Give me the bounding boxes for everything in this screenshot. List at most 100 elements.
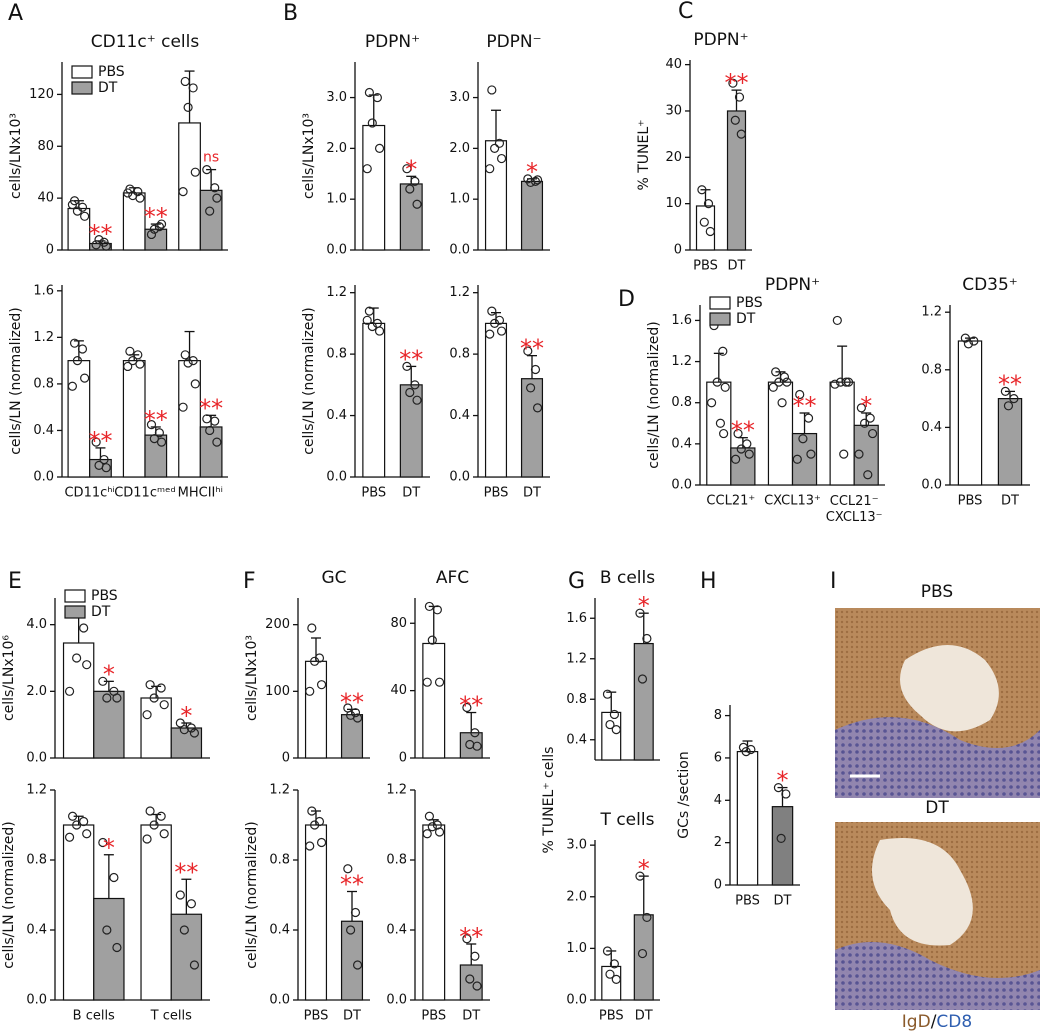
data-point: [736, 129, 746, 139]
y-tick-label: 1.2: [449, 285, 470, 300]
data-point: [310, 820, 320, 830]
data-point: [402, 361, 412, 372]
data-point: [123, 188, 133, 198]
y-tick-label: 0.4: [449, 408, 470, 423]
data-point: [128, 356, 138, 366]
data-point: [180, 76, 190, 87]
data-point: [427, 822, 437, 832]
data-point: [149, 693, 159, 703]
bar: [178, 122, 201, 251]
data-point: [159, 829, 169, 839]
y-tick-label: 3.0: [449, 90, 470, 105]
bar: [62, 642, 95, 759]
data-point: [80, 373, 90, 383]
data-point: [364, 87, 374, 98]
y-tick-label: 0.4: [671, 436, 692, 451]
x-tick-label: DT: [1001, 494, 1019, 509]
y-tick-label: 10: [665, 196, 682, 211]
data-point: [487, 85, 497, 95]
panel-label: A: [8, 1, 23, 26]
legend-label: DT: [736, 311, 756, 327]
significance-label: **: [459, 692, 483, 720]
data-point: [776, 833, 786, 844]
data-point: [99, 454, 109, 465]
legend-swatch: [64, 589, 86, 603]
y-tick-label: 1.6: [33, 283, 54, 298]
bar: [93, 690, 125, 759]
data-point: [210, 183, 220, 193]
data-point: [112, 693, 122, 703]
data-point: [410, 176, 420, 187]
data-point: [969, 336, 979, 346]
bar: [726, 110, 747, 251]
data-point: [742, 439, 752, 449]
data-point: [305, 686, 315, 696]
x-tick-line: CCL21⁻: [830, 494, 879, 509]
data-point: [67, 381, 78, 391]
data-point: [101, 241, 111, 251]
y-tick-label: 0.8: [33, 376, 54, 391]
data-point: [434, 677, 445, 687]
y-tick-label: 2.0: [26, 684, 47, 699]
bar: [67, 360, 91, 478]
y-axis-label: cells/LN (normalized): [8, 307, 24, 455]
data-point: [530, 364, 541, 375]
data-point: [307, 806, 317, 816]
data-point: [183, 102, 193, 112]
x-tick-label: CD11cʰⁱ: [64, 486, 114, 501]
micrograph-label: PBS: [921, 582, 953, 602]
data-point: [523, 346, 533, 356]
y-tick-label: 0.4: [33, 423, 54, 438]
data-point: [839, 449, 849, 459]
data-point: [730, 115, 740, 125]
error-bar: [837, 345, 848, 383]
error-bar: [184, 70, 195, 123]
legend-label: PBS: [736, 295, 763, 311]
data-point: [94, 235, 104, 245]
x-tick-label: PBS: [735, 894, 760, 909]
data-point: [605, 969, 615, 979]
bar: [144, 434, 168, 478]
significance-label: **: [998, 370, 1022, 398]
data-point: [189, 728, 200, 738]
data-point: [212, 437, 222, 447]
y-tick-label: 0.0: [33, 470, 54, 485]
data-point: [67, 200, 78, 210]
chart-title: PDPN⁺: [693, 30, 748, 50]
y-tick-label: 0: [399, 751, 407, 766]
data-point: [472, 741, 482, 751]
y-tick-label: 0.4: [326, 408, 347, 423]
data-point: [712, 377, 722, 387]
significance-label: **: [174, 858, 198, 886]
y-tick-label: 1.2: [269, 783, 290, 798]
data-point: [205, 206, 215, 216]
data-point: [773, 782, 784, 793]
x-tick-label: PBS: [693, 259, 718, 274]
significance-label: **: [144, 203, 168, 231]
data-point: [159, 700, 169, 710]
data-point: [72, 206, 83, 216]
data-point: [465, 974, 475, 984]
data-point: [462, 702, 472, 713]
data-point: [470, 728, 480, 738]
y-tick-label: 2.0: [449, 141, 470, 156]
y-tick-label: 1.2: [671, 354, 692, 369]
panel-label: C: [678, 0, 693, 24]
stain-sep: /: [931, 1012, 937, 1032]
y-axis-label: % TUNEL⁺: [636, 119, 652, 190]
data-point: [77, 344, 88, 354]
y-tick-label: 0.0: [566, 993, 587, 1008]
y-axis-label: cells/LN (normalized): [301, 307, 317, 455]
data-point: [405, 184, 415, 194]
bar: [304, 660, 328, 759]
error-bar: [466, 711, 477, 733]
data-point: [102, 693, 112, 703]
data-point: [91, 437, 101, 447]
y-axis-label: cells/LN (normalized): [646, 321, 662, 469]
x-tick-label: DT: [402, 486, 420, 501]
legend-swatch: [709, 312, 731, 326]
y-tick-label: 40: [37, 191, 54, 206]
data-point: [367, 321, 377, 332]
data-point: [146, 420, 157, 430]
y-axis-label: cells/LNx10³: [301, 113, 317, 199]
